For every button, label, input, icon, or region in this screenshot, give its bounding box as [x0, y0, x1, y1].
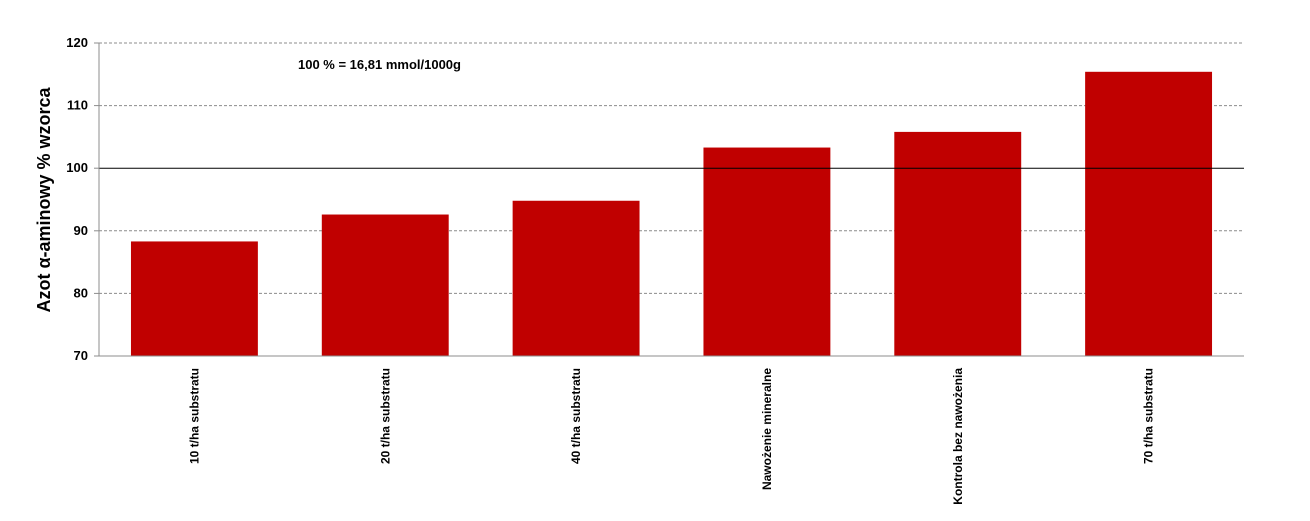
- bars: [130, 71, 1213, 357]
- y-axis-label: Azot α-aminowy % wzorca: [34, 86, 54, 312]
- y-tick-label-80: 80: [74, 285, 88, 300]
- x-tick-label-5: Kontrola bez nawożenia: [951, 368, 965, 505]
- y-tick-label-110: 110: [67, 98, 88, 113]
- bar-1: [130, 241, 258, 356]
- y-tick-label-70: 70: [74, 348, 88, 363]
- chart-annotation: 100 % = 16,81 mmol/1000g: [298, 57, 461, 72]
- labels: 70 80 90 100 110 120 10 t/ha substratu 20 t/ha …: [66, 35, 1155, 505]
- axes: [94, 42, 1244, 357]
- bar-2: [321, 214, 449, 356]
- y-tick-label-120: 120: [66, 35, 88, 50]
- bar-4: [703, 147, 831, 356]
- y-tick-label-90: 90: [74, 223, 88, 238]
- bar-5: [894, 131, 1022, 356]
- x-tick-label-1: 10 t/ha substratu: [187, 368, 201, 464]
- x-tick-label-3: 40 t/ha substratu: [569, 368, 583, 464]
- bar-6: [1085, 71, 1213, 357]
- bar-3: [512, 200, 640, 356]
- x-tick-label-6: 70 t/ha substratu: [1142, 368, 1156, 464]
- gridlines: [99, 42, 1244, 294]
- y-tick-label-100: 100: [66, 160, 88, 175]
- x-tick-label-2: 20 t/ha substratu: [378, 368, 392, 464]
- x-tick-label-4: Nawożenie mineralne: [760, 368, 774, 490]
